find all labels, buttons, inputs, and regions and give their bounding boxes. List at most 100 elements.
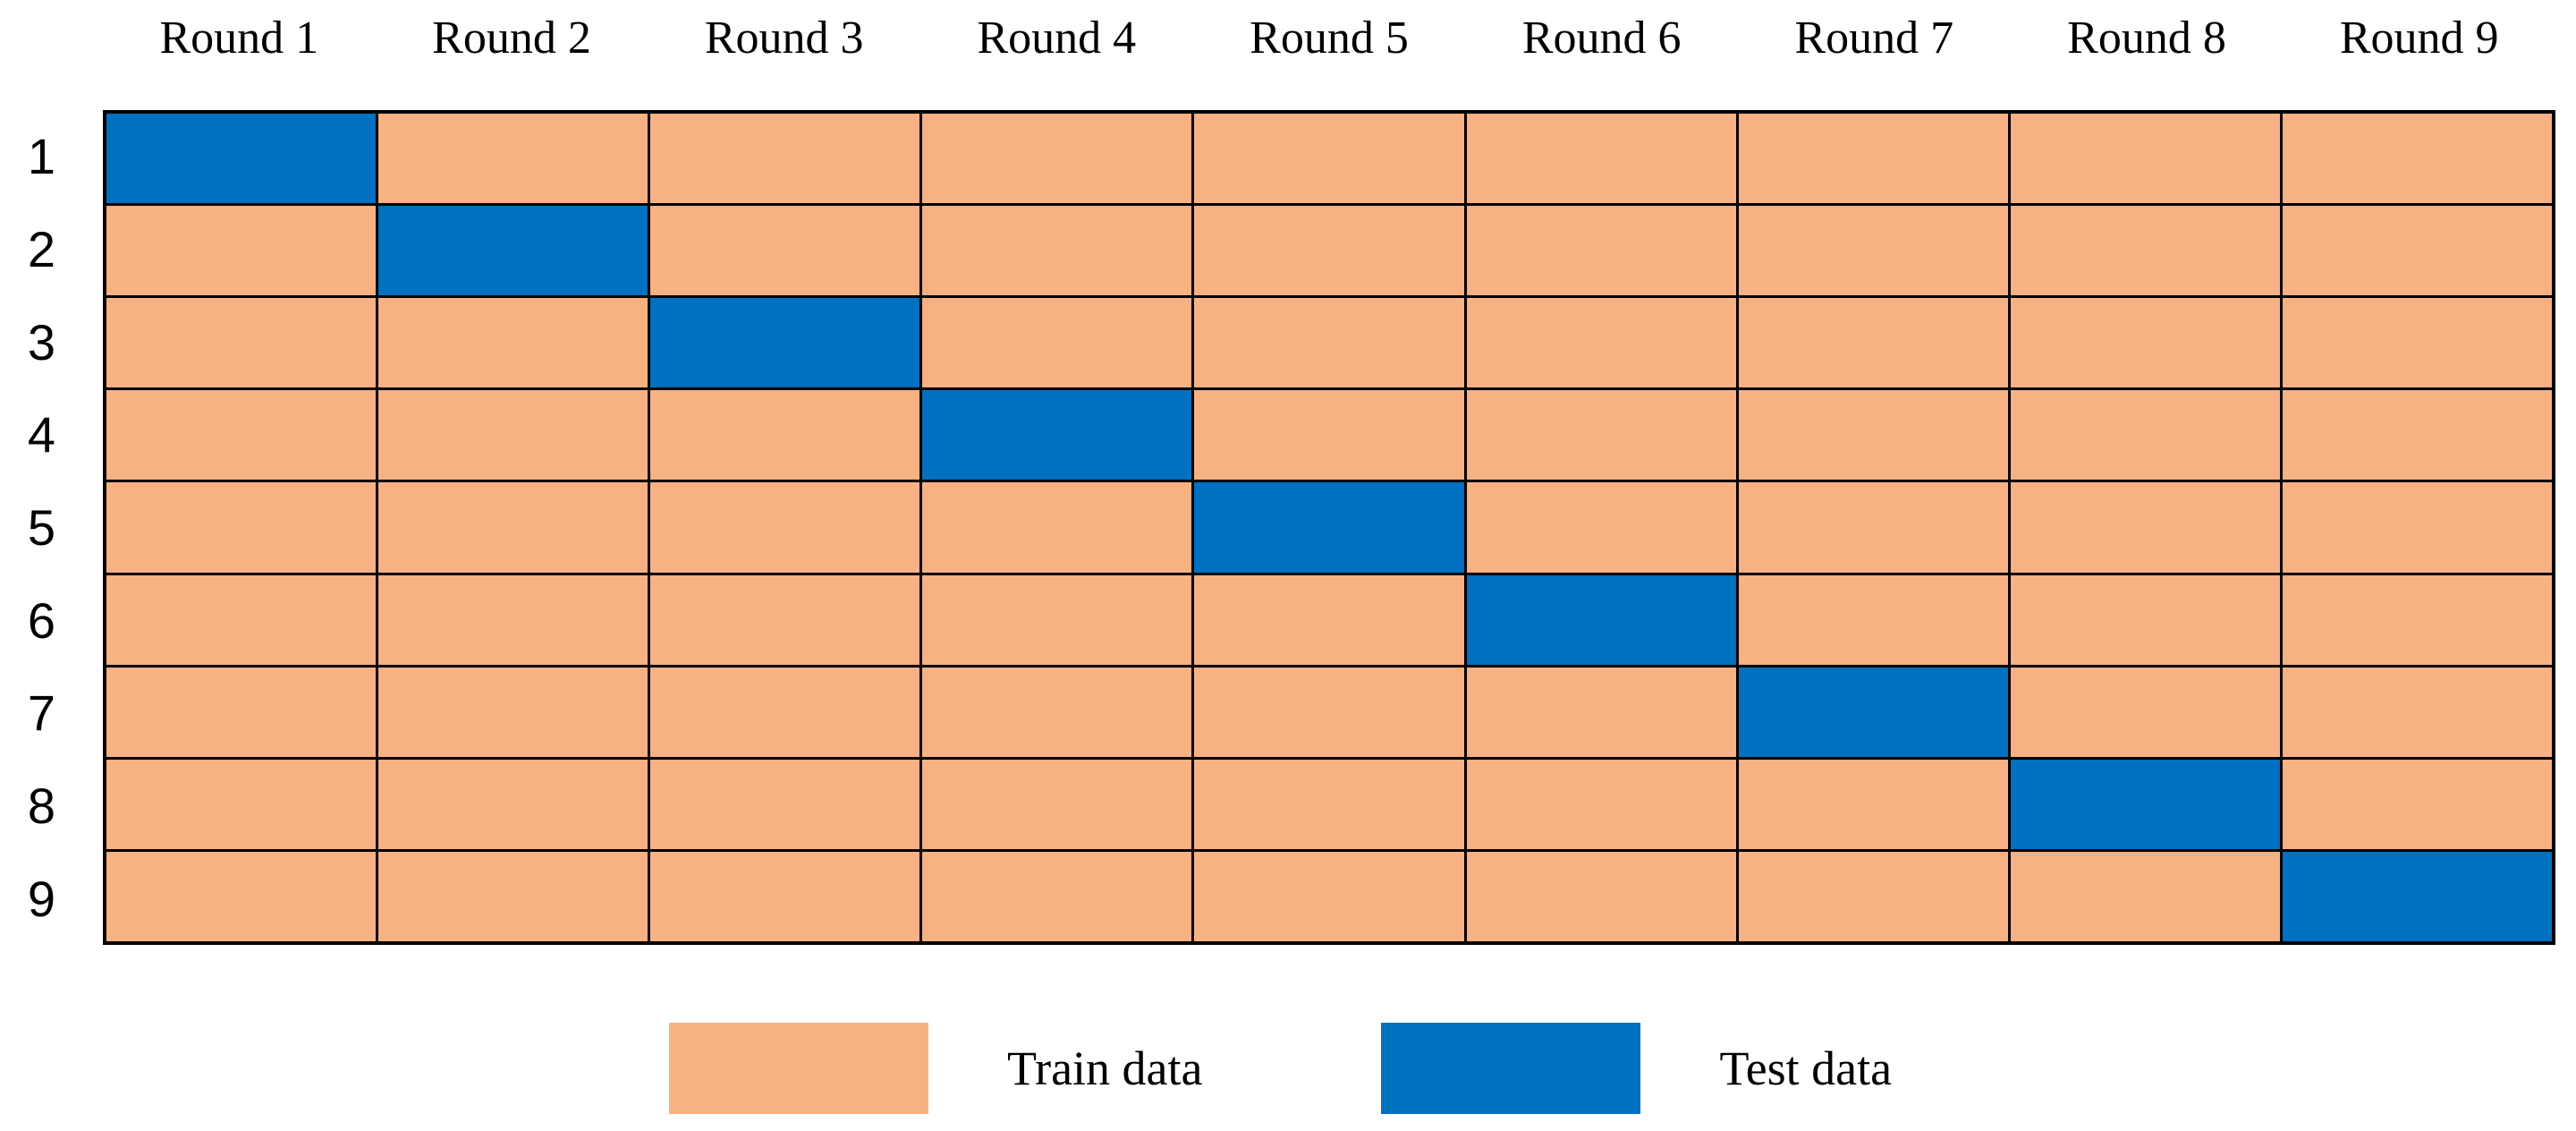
legend: Train data Test data	[669, 1023, 2576, 1114]
matrix-cell-r6-c2-train	[378, 574, 648, 665]
matrix-cell-r8-c1-train	[106, 759, 377, 849]
matrix-cell-r1-c4-train	[922, 114, 1192, 204]
matrix-cell-r5-c2-train	[378, 482, 648, 573]
matrix-cell-r3-c9-train	[2282, 298, 2552, 388]
matrix-cell-r8-c9-train	[2282, 759, 2552, 849]
matrix-cell-r6-c6-test	[1466, 574, 1736, 665]
fold-matrix	[103, 110, 2555, 945]
matrix-cell-r9-c5-train	[1194, 851, 1464, 941]
row-label-9: 9	[27, 870, 56, 927]
matrix-cell-r1-c1-test	[106, 114, 377, 204]
matrix-cell-r7-c9-train	[2282, 667, 2552, 757]
matrix-cell-r5-c9-train	[2282, 482, 2552, 573]
test-data-label: Test data	[1719, 1042, 1893, 1095]
matrix-cell-r5-c4-train	[922, 482, 1192, 573]
matrix-cell-r2-c2-test	[378, 206, 648, 296]
matrix-cell-r8-c6-train	[1466, 759, 1736, 849]
matrix-cell-r2-c7-train	[1738, 206, 2008, 296]
train-data-label: Train data	[1007, 1042, 1203, 1095]
matrix-cell-r4-c4-test	[922, 390, 1192, 480]
column-header-round-9: Round 9	[2339, 13, 2499, 64]
matrix-cell-r7-c6-train	[1466, 667, 1736, 757]
matrix-cell-r9-c8-train	[2010, 851, 2280, 941]
row-label-7: 7	[27, 685, 56, 742]
matrix-cell-r7-c2-train	[378, 667, 648, 757]
matrix-cell-r4-c3-train	[650, 390, 920, 480]
column-header-round-7: Round 7	[1794, 13, 1954, 64]
matrix-cell-r8-c7-train	[1738, 759, 2008, 849]
row-label-1: 1	[27, 128, 56, 185]
matrix-cell-r9-c7-train	[1738, 851, 2008, 941]
matrix-cell-r8-c3-train	[650, 759, 920, 849]
matrix-cell-r1-c6-train	[1466, 114, 1736, 204]
matrix-cell-r3-c1-train	[106, 298, 377, 388]
matrix-cell-r3-c7-train	[1738, 298, 2008, 388]
matrix-cell-r6-c8-train	[2010, 574, 2280, 665]
matrix-cell-r9-c2-train	[378, 851, 648, 941]
matrix-cell-r1-c9-train	[2282, 114, 2552, 204]
matrix-cell-r5-c3-train	[650, 482, 920, 573]
matrix-cell-r6-c3-train	[650, 574, 920, 665]
matrix-cell-r3-c4-train	[922, 298, 1192, 388]
matrix-cell-r7-c8-train	[2010, 667, 2280, 757]
matrix-cell-r1-c7-train	[1738, 114, 2008, 204]
row-label-2: 2	[27, 220, 56, 277]
matrix-cell-r9-c3-train	[650, 851, 920, 941]
matrix-cell-r3-c8-train	[2010, 298, 2280, 388]
column-header-round-2: Round 2	[432, 13, 591, 64]
column-header-round-6: Round 6	[1521, 13, 1682, 64]
matrix-cell-r1-c2-train	[378, 114, 648, 204]
matrix-cell-r4-c8-train	[2010, 390, 2280, 480]
matrix-cell-r7-c3-train	[650, 667, 920, 757]
matrix-cell-r6-c5-train	[1194, 574, 1464, 665]
column-header-round-1: Round 1	[159, 13, 319, 64]
matrix-cell-r4-c5-train	[1194, 390, 1464, 480]
column-header-round-4: Round 4	[977, 13, 1137, 64]
matrix-cell-r2-c9-train	[2282, 206, 2552, 296]
matrix-cell-r3-c2-train	[378, 298, 648, 388]
matrix-cell-r3-c5-train	[1194, 298, 1464, 388]
column-header-round-5: Round 5	[1250, 13, 1409, 64]
test-data-swatch	[1381, 1023, 1641, 1114]
matrix-cell-r7-c5-train	[1194, 667, 1464, 757]
matrix-cell-r3-c6-train	[1466, 298, 1736, 388]
matrix-cell-r4-c7-train	[1738, 390, 2008, 480]
matrix-cell-r2-c5-train	[1194, 206, 1464, 296]
row-label-4: 4	[27, 406, 56, 463]
matrix-cell-r6-c9-train	[2282, 574, 2552, 665]
matrix-cell-r6-c4-train	[922, 574, 1192, 665]
row-label-5: 5	[27, 498, 56, 556]
matrix-cell-r4-c9-train	[2282, 390, 2552, 480]
row-label-6: 6	[27, 591, 56, 649]
matrix-cell-r4-c6-train	[1466, 390, 1736, 480]
train-data-swatch	[669, 1023, 928, 1114]
row-label-3: 3	[27, 313, 56, 370]
matrix-cell-r7-c7-test	[1738, 667, 2008, 757]
matrix-cell-r5-c1-train	[106, 482, 377, 573]
matrix-cell-r9-c1-train	[106, 851, 377, 941]
matrix-cell-r2-c3-train	[650, 206, 920, 296]
matrix-cell-r8-c2-train	[378, 759, 648, 849]
matrix-cell-r2-c6-train	[1466, 206, 1736, 296]
matrix-cell-r2-c1-train	[106, 206, 377, 296]
column-header-round-3: Round 3	[704, 13, 864, 64]
matrix-cell-r5-c5-test	[1194, 482, 1464, 573]
matrix-cell-r3-c3-test	[650, 298, 920, 388]
matrix-cell-r1-c3-train	[650, 114, 920, 204]
matrix-cell-r2-c8-train	[2010, 206, 2280, 296]
matrix-cell-r1-c5-train	[1194, 114, 1464, 204]
column-header-round-8: Round 8	[2067, 13, 2226, 64]
matrix-cell-r9-c9-test	[2282, 851, 2552, 941]
column-headers: Round 1 Round 2 Round 3 Round 4 Round 5 Round…	[103, 0, 2555, 110]
matrix-cell-r5-c6-train	[1466, 482, 1736, 573]
row-labels: 1 2 3 4 5 6 7 8 9	[0, 110, 103, 945]
matrix-cell-r7-c1-train	[106, 667, 377, 757]
matrix-cell-r2-c4-train	[922, 206, 1192, 296]
matrix-cell-r4-c2-train	[378, 390, 648, 480]
matrix-cell-r9-c4-train	[922, 851, 1192, 941]
grid-area: 1 2 3 4 5 6 7 8 9	[0, 110, 2576, 945]
matrix-cell-r5-c8-train	[2010, 482, 2280, 573]
matrix-cell-r8-c5-train	[1194, 759, 1464, 849]
matrix-cell-r8-c4-train	[922, 759, 1192, 849]
